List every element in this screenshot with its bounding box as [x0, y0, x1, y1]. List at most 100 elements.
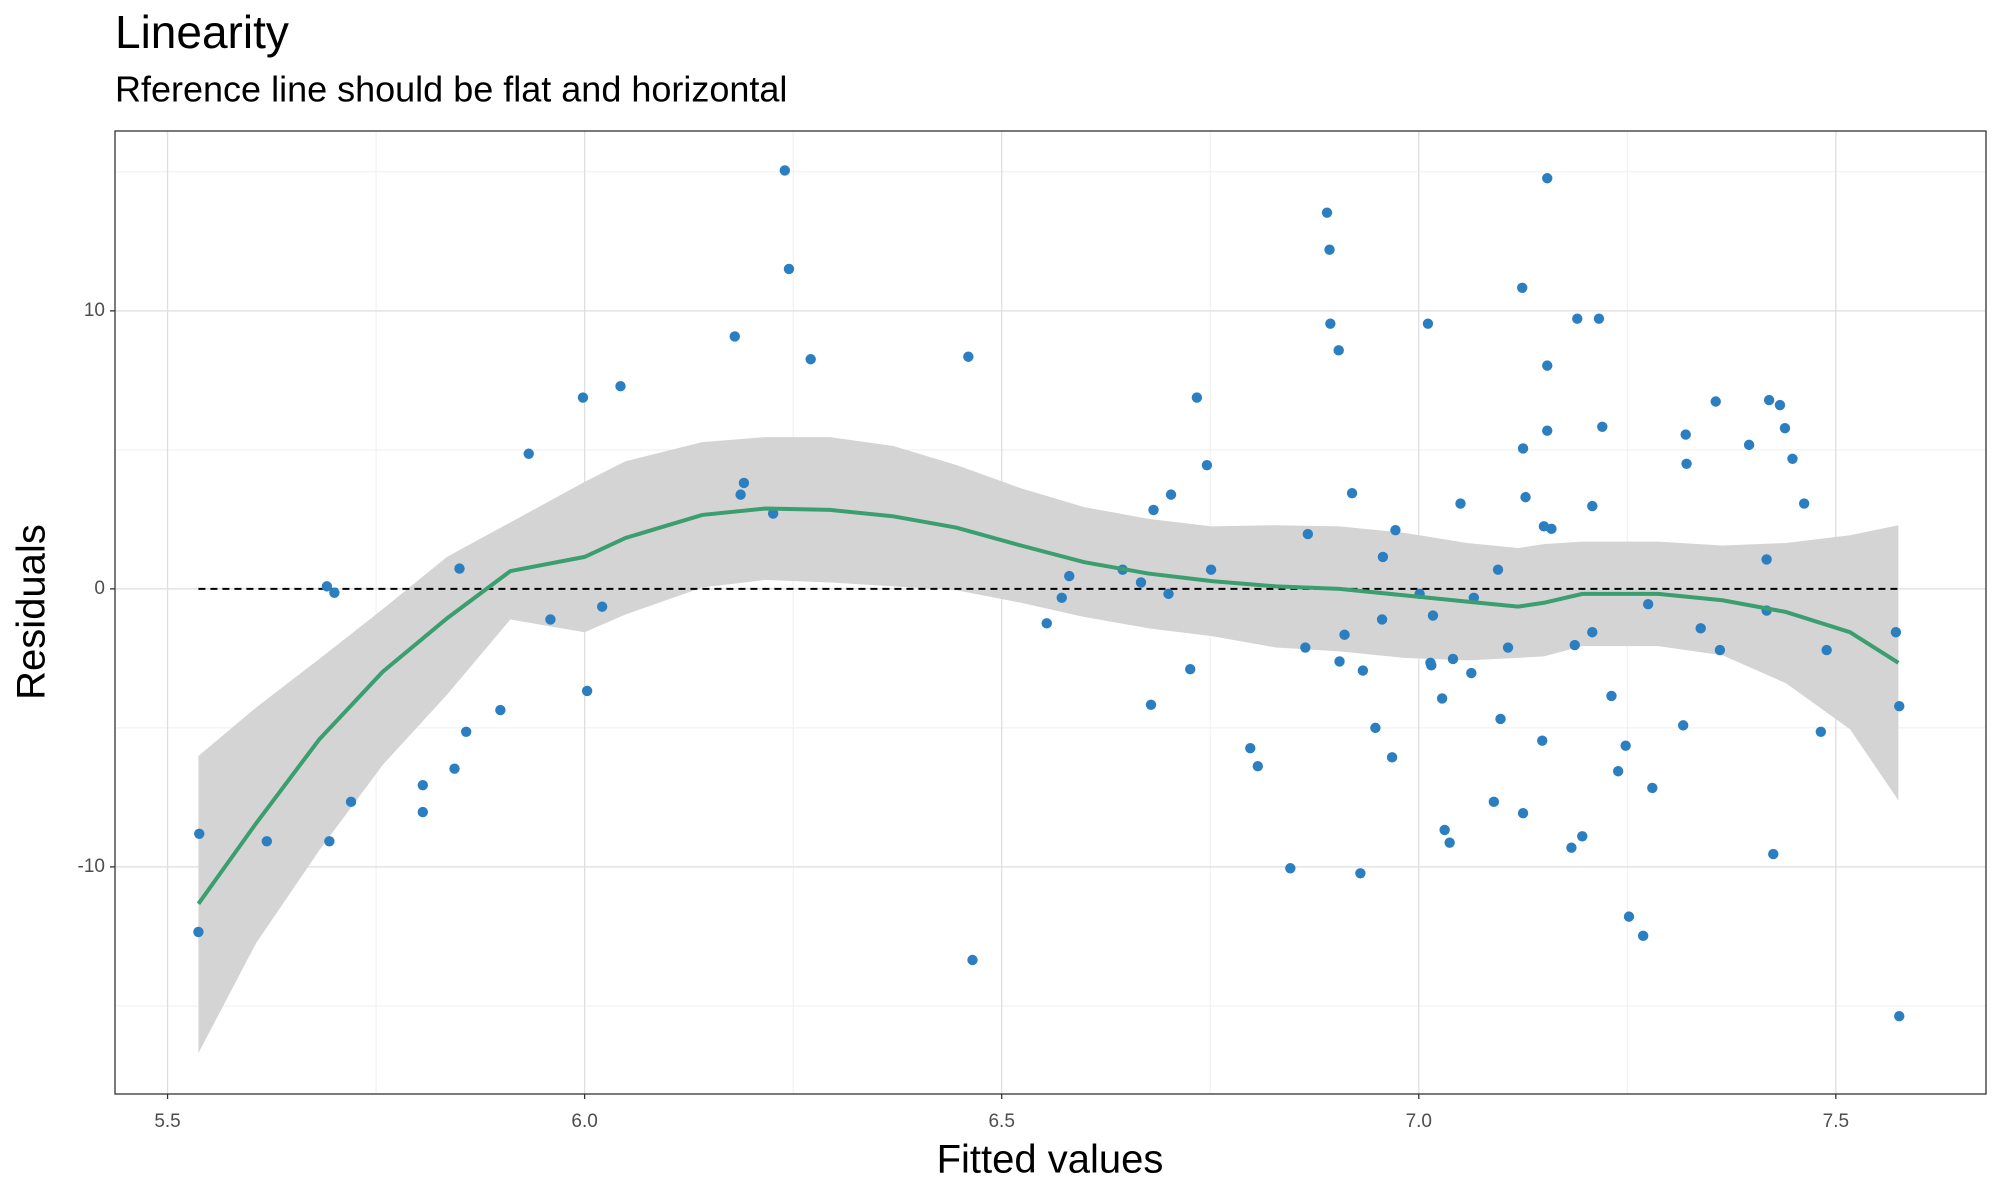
point	[1163, 588, 1174, 600]
point	[1135, 577, 1147, 588]
point	[1339, 629, 1350, 640]
point	[577, 392, 589, 403]
point	[1201, 459, 1213, 471]
point	[1763, 394, 1775, 406]
point	[729, 331, 740, 342]
point	[1502, 642, 1514, 653]
point	[1894, 700, 1905, 712]
point	[417, 806, 429, 818]
point	[1056, 592, 1067, 603]
point	[261, 836, 273, 847]
point	[1714, 644, 1726, 656]
point	[1537, 735, 1548, 746]
point	[1542, 360, 1553, 371]
point	[454, 563, 465, 574]
point	[1681, 458, 1692, 469]
point	[1546, 523, 1557, 535]
point	[1325, 318, 1336, 329]
point	[1517, 282, 1528, 293]
point	[1517, 808, 1529, 819]
point	[460, 726, 472, 737]
x-tick-label: 6.5	[988, 1111, 1014, 1132]
point	[1495, 713, 1506, 725]
point	[1386, 752, 1398, 763]
point	[1695, 623, 1706, 634]
point	[1370, 722, 1381, 734]
point	[1612, 766, 1624, 777]
point	[1587, 500, 1598, 512]
point	[805, 354, 816, 365]
confidence-band	[198, 437, 1899, 1054]
point	[1597, 421, 1608, 432]
point	[1334, 656, 1345, 667]
point	[1642, 598, 1654, 610]
point	[1542, 425, 1553, 436]
point	[735, 489, 746, 500]
point	[967, 954, 978, 966]
point	[1821, 644, 1832, 656]
point	[767, 508, 779, 519]
point	[329, 587, 340, 598]
point	[1346, 488, 1358, 499]
point	[1572, 313, 1583, 324]
point	[1577, 831, 1588, 842]
point	[1185, 664, 1196, 675]
point	[1165, 489, 1177, 500]
point	[1798, 498, 1810, 509]
point	[1587, 627, 1598, 638]
point	[1285, 863, 1296, 874]
point	[1623, 911, 1635, 922]
point	[324, 836, 335, 847]
point	[1492, 564, 1504, 575]
point	[1779, 422, 1791, 434]
point	[1333, 345, 1344, 356]
y-tick-label: 0	[94, 578, 105, 599]
point	[1520, 491, 1531, 503]
plot-border	[114, 130, 1987, 1095]
point	[1542, 173, 1553, 184]
point	[449, 763, 460, 774]
point	[1064, 570, 1075, 582]
point	[963, 351, 974, 362]
point	[1355, 868, 1366, 879]
point	[321, 581, 333, 592]
point	[1376, 614, 1388, 625]
point	[1606, 690, 1617, 702]
point	[1302, 528, 1314, 540]
point	[1774, 399, 1786, 411]
point	[1761, 554, 1772, 565]
point	[1566, 842, 1577, 853]
x-axis-title: Fitted values	[937, 1138, 1164, 1182]
point	[1647, 782, 1658, 794]
point	[1678, 720, 1689, 731]
point	[1252, 761, 1263, 772]
point	[523, 448, 534, 459]
point	[1390, 525, 1401, 536]
point	[417, 779, 429, 791]
chart-title: Linearity	[115, 6, 289, 58]
point	[1815, 726, 1827, 737]
point	[615, 381, 626, 392]
point	[1569, 639, 1580, 651]
point	[1439, 824, 1450, 836]
point	[1444, 837, 1455, 848]
point	[1321, 207, 1333, 218]
point	[1620, 740, 1631, 751]
x-tick-label: 5.5	[154, 1111, 180, 1132]
point	[1787, 453, 1798, 464]
point	[1447, 653, 1459, 665]
point	[1488, 796, 1500, 808]
y-tick-label: -10	[78, 856, 105, 877]
point	[495, 704, 506, 716]
point	[1890, 627, 1902, 638]
point	[1426, 660, 1437, 671]
point	[1245, 742, 1256, 754]
point	[1593, 313, 1605, 324]
point	[783, 263, 795, 275]
point	[1743, 439, 1755, 451]
point	[345, 796, 357, 808]
chart-subtitle: Rference line should be flat and horizon…	[115, 69, 787, 110]
point	[1710, 396, 1721, 407]
point	[1455, 498, 1466, 509]
